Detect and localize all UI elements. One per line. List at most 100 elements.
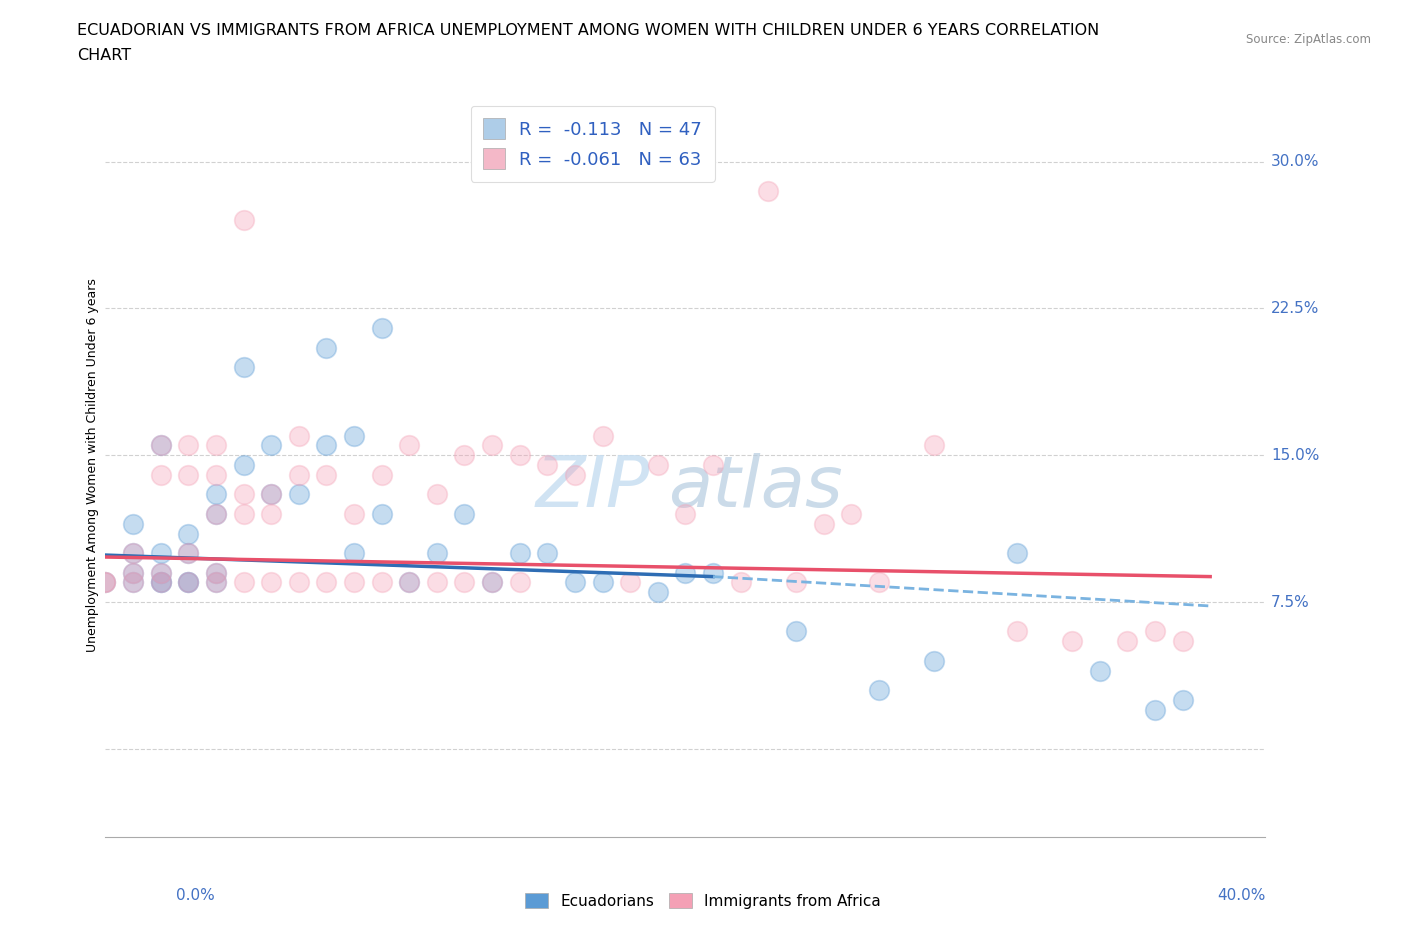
Point bbox=[232, 458, 254, 472]
Text: ECUADORIAN VS IMMIGRANTS FROM AFRICA UNEMPLOYMENT AMONG WOMEN WITH CHILDREN UNDE: ECUADORIAN VS IMMIGRANTS FROM AFRICA UNE… bbox=[77, 23, 1099, 38]
Point bbox=[509, 546, 531, 561]
Point bbox=[536, 546, 558, 561]
Point bbox=[702, 565, 724, 580]
Point bbox=[343, 507, 366, 522]
Point bbox=[647, 585, 669, 600]
Point bbox=[94, 575, 117, 590]
Point bbox=[205, 565, 228, 580]
Text: 7.5%: 7.5% bbox=[1271, 594, 1309, 609]
Point bbox=[343, 428, 366, 443]
Point bbox=[177, 526, 200, 541]
Point bbox=[785, 624, 807, 639]
Point bbox=[205, 575, 228, 590]
Point bbox=[149, 575, 172, 590]
Point bbox=[730, 575, 752, 590]
Point bbox=[205, 487, 228, 502]
Point bbox=[149, 575, 172, 590]
Point bbox=[398, 438, 420, 453]
Point bbox=[315, 575, 337, 590]
Point bbox=[288, 487, 311, 502]
Point bbox=[122, 546, 145, 561]
Point bbox=[370, 575, 392, 590]
Point bbox=[288, 575, 311, 590]
Point bbox=[343, 575, 366, 590]
Point bbox=[481, 575, 503, 590]
Point bbox=[232, 487, 254, 502]
Text: 40.0%: 40.0% bbox=[1218, 888, 1265, 903]
Point bbox=[453, 447, 475, 462]
Point bbox=[426, 575, 449, 590]
Point bbox=[1088, 663, 1111, 678]
Point bbox=[426, 487, 449, 502]
Point bbox=[370, 321, 392, 336]
Point bbox=[260, 575, 283, 590]
Point bbox=[536, 458, 558, 472]
Point bbox=[177, 546, 200, 561]
Point bbox=[122, 565, 145, 580]
Point bbox=[813, 516, 835, 531]
Point bbox=[675, 507, 697, 522]
Point bbox=[177, 575, 200, 590]
Point bbox=[481, 438, 503, 453]
Point bbox=[205, 575, 228, 590]
Point bbox=[288, 428, 311, 443]
Point bbox=[260, 507, 283, 522]
Point bbox=[232, 360, 254, 375]
Text: 30.0%: 30.0% bbox=[1271, 154, 1319, 169]
Y-axis label: Unemployment Among Women with Children Under 6 years: Unemployment Among Women with Children U… bbox=[86, 278, 98, 652]
Point bbox=[122, 546, 145, 561]
Point bbox=[177, 546, 200, 561]
Point bbox=[619, 575, 641, 590]
Point bbox=[592, 575, 614, 590]
Point bbox=[564, 468, 586, 483]
Point bbox=[149, 438, 172, 453]
Point bbox=[232, 213, 254, 228]
Point bbox=[1060, 633, 1083, 648]
Point bbox=[205, 438, 228, 453]
Point bbox=[149, 565, 172, 580]
Text: 0.0%: 0.0% bbox=[176, 888, 215, 903]
Point bbox=[149, 468, 172, 483]
Point bbox=[205, 507, 228, 522]
Point bbox=[564, 575, 586, 590]
Point bbox=[232, 575, 254, 590]
Text: CHART: CHART bbox=[77, 48, 131, 63]
Point bbox=[260, 487, 283, 502]
Point bbox=[1171, 633, 1194, 648]
Point bbox=[315, 340, 337, 355]
Point bbox=[122, 565, 145, 580]
Point bbox=[260, 487, 283, 502]
Point bbox=[453, 575, 475, 590]
Point bbox=[149, 546, 172, 561]
Legend: R =  -0.113   N = 47, R =  -0.061   N = 63: R = -0.113 N = 47, R = -0.061 N = 63 bbox=[471, 106, 714, 181]
Point bbox=[1171, 693, 1194, 708]
Point bbox=[702, 458, 724, 472]
Point bbox=[370, 507, 392, 522]
Text: ZIP: ZIP bbox=[536, 453, 650, 522]
Point bbox=[177, 575, 200, 590]
Point bbox=[149, 438, 172, 453]
Point bbox=[1143, 624, 1166, 639]
Point bbox=[94, 575, 117, 590]
Point bbox=[592, 428, 614, 443]
Point bbox=[122, 575, 145, 590]
Point bbox=[1005, 624, 1028, 639]
Point bbox=[149, 565, 172, 580]
Point bbox=[481, 575, 503, 590]
Point bbox=[205, 507, 228, 522]
Point bbox=[122, 575, 145, 590]
Point bbox=[1143, 702, 1166, 717]
Point bbox=[398, 575, 420, 590]
Text: 15.0%: 15.0% bbox=[1271, 447, 1319, 463]
Point bbox=[647, 458, 669, 472]
Point bbox=[398, 575, 420, 590]
Point bbox=[922, 438, 945, 453]
Point bbox=[868, 575, 890, 590]
Point bbox=[756, 183, 779, 198]
Legend: Ecuadorians, Immigrants from Africa: Ecuadorians, Immigrants from Africa bbox=[519, 886, 887, 915]
Point bbox=[509, 447, 531, 462]
Point bbox=[426, 546, 449, 561]
Point bbox=[922, 654, 945, 669]
Point bbox=[177, 438, 200, 453]
Point bbox=[205, 565, 228, 580]
